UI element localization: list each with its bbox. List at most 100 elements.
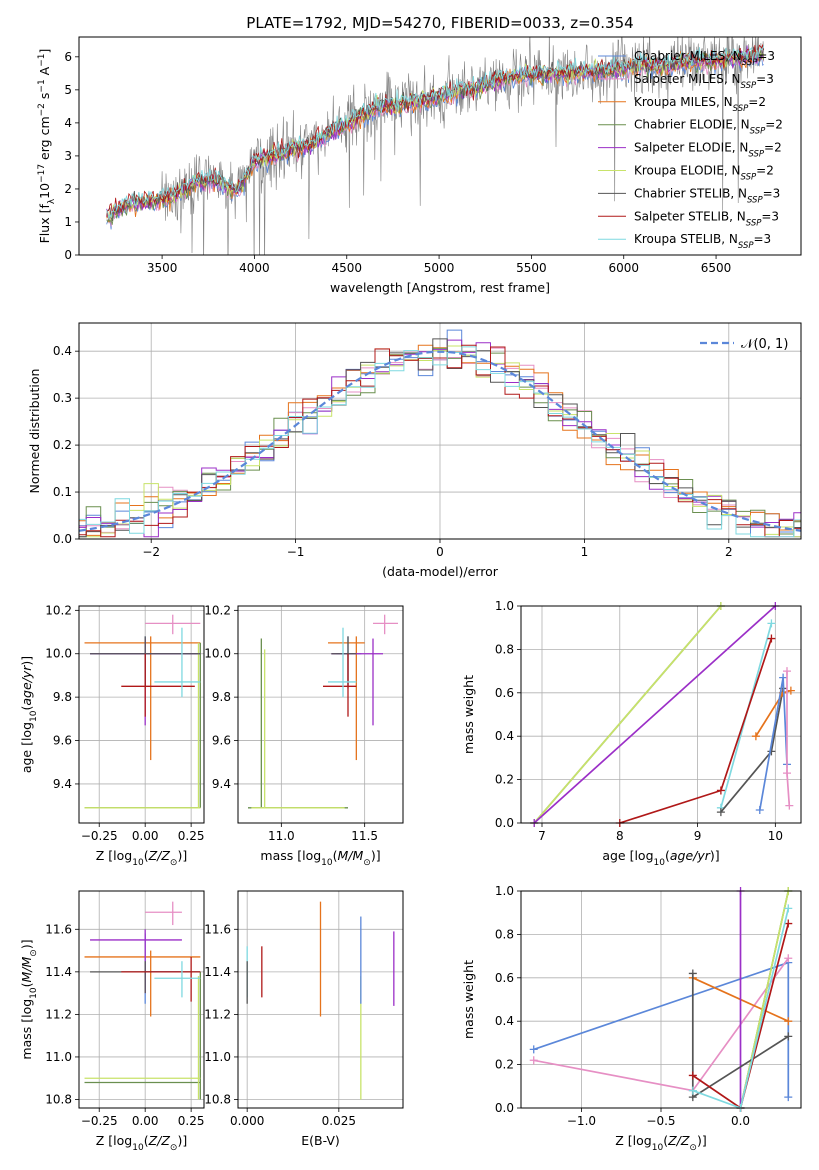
weight-marker: [785, 801, 794, 810]
errorbar-kroupa-miles: [84, 636, 201, 761]
x-tick-label: −1.0: [567, 1114, 596, 1128]
x-tick-label: 6500: [701, 261, 732, 275]
y-tick-label: 0.6: [495, 971, 514, 985]
errorbar-chabrier-stelib: [331, 636, 357, 689]
y-tick-label: 0.4: [495, 729, 514, 743]
age-weight-panel: 7 8 9 10 0.0 0.2 0.4 0.6 0.8 1.0 age [log10(age/yr…: [461, 599, 802, 868]
axes-frame: [78, 322, 802, 540]
y-tick-label: 6: [64, 50, 72, 64]
axes-frame: [237, 605, 404, 824]
x-tick-label: −0.25: [81, 829, 118, 843]
y-tick-label: 9.6: [53, 734, 72, 748]
x-tick-label: −0.5: [646, 1114, 675, 1128]
errorbar-kroupa-stelib: [154, 627, 201, 698]
weight-marker: [779, 673, 788, 682]
x-tick-label: 6000: [608, 261, 639, 275]
errorbar-salpeter-miles: [145, 614, 201, 635]
weight-marker: [529, 1056, 538, 1065]
errorbar-kroupa-elodie: [84, 976, 201, 1100]
x-tick-label: 0: [436, 545, 444, 559]
weight-marker: [784, 1093, 793, 1102]
x-axis-label: Z [log10(Z/Z⊙)]: [615, 1133, 706, 1153]
y-tick-label: 11.0: [45, 1050, 72, 1064]
errorbar-kroupa-miles: [328, 636, 365, 761]
y-tick-label: 9.8: [212, 690, 231, 704]
y-tick-label: 0.0: [53, 532, 72, 546]
weight-marker: [784, 904, 793, 913]
spectrum-plot-area: [106, 37, 765, 255]
x-tick-label: 2: [725, 545, 733, 559]
errorbar-chabrier-elodie: [248, 638, 348, 809]
y-tick-label: 0: [64, 248, 72, 262]
y-axis-label: mass weight: [461, 675, 476, 754]
x-axis-label: mass [log10(M/M⊙)]: [260, 848, 380, 868]
errorbar-chabrier-elodie: [84, 642, 201, 809]
y-tick-label: 0.3: [53, 391, 72, 405]
errorbar-salpeter-miles: [373, 614, 398, 635]
weight-marker: [786, 686, 795, 695]
y-tick-label: 10.8: [45, 1092, 72, 1106]
legend-label-salpeter-stelib: Salpeter STELIB, NSSP=3: [634, 209, 779, 228]
legend-label-chabrier-stelib: Chabrier STELIB, NSSP=3: [634, 186, 780, 205]
y-axis-label: Normed distribution: [27, 369, 42, 494]
y-tick-label: 1: [64, 215, 72, 229]
ebv-mass-plot-area: [246, 901, 395, 1100]
weight-marker: [688, 1086, 697, 1095]
y-tick-label: 2: [64, 182, 72, 196]
z-weight-panel: −1.0 −0.5 0.0 0.0 0.2 0.4 0.6 0.8 1.0 Z [log10(Z/…: [461, 884, 802, 1153]
y-tick-label: 10.0: [45, 647, 72, 661]
errorbar-kroupa-stelib: [328, 627, 357, 698]
weight-marker: [783, 769, 791, 778]
y-tick-label: 9.4: [53, 777, 72, 791]
y-tick-label: 9.6: [212, 734, 231, 748]
errorbar-salpeter-miles: [145, 901, 182, 926]
x-tick-label: 11.5: [351, 829, 378, 843]
z-age-plot-area: [84, 614, 201, 809]
mass-age-plot-area: [248, 614, 398, 809]
weight-marker: [751, 732, 760, 741]
y-tick-label: 0.6: [495, 686, 514, 700]
y-tick-label: 11.4: [204, 965, 231, 979]
weight-marker: [784, 1017, 793, 1026]
y-tick-label: 11.0: [204, 1050, 231, 1064]
x-axis-label: age [log10(age/yr)]: [602, 848, 719, 868]
weight-line-kroupa-elodie: [533, 605, 722, 824]
x-tick-label: −0.25: [81, 1114, 118, 1128]
weight-line-salpeter-stelib: [619, 638, 773, 824]
y-tick-label: 1.0: [495, 884, 514, 898]
x-tick-label: 0.000: [230, 1114, 264, 1128]
residuals-panel: −2 −1 0 1 2 0.0 0.1 0.2 0.3 0.4 (data-model)/error…: [27, 322, 802, 579]
x-tick-label: 0.25: [178, 829, 205, 843]
x-tick-label: 0.00: [132, 829, 159, 843]
y-tick-label: 0.0: [495, 1101, 514, 1115]
x-tick-label: 3500: [147, 261, 178, 275]
y-tick-label: 0.2: [495, 773, 514, 787]
y-tick-label: 0.4: [495, 1014, 514, 1028]
weight-line-salpeter-elodie: [533, 605, 776, 824]
y-tick-label: 0.8: [495, 927, 514, 941]
y-tick-label: 11.6: [45, 922, 72, 936]
z-age-panel: −0.25 0.00 0.25 9.4 9.6 9.8 10.0 10.2 Z [log10(Z…: [19, 603, 205, 868]
mass-age-panel: 11.0 11.5 9.4 9.6 9.8 10.0 10.2 mass [log10(M/M…: [204, 603, 404, 868]
y-tick-label: 3: [64, 149, 72, 163]
y-tick-label: 0.2: [53, 438, 72, 452]
y-tick-label: 5: [64, 83, 72, 97]
errorbar-kroupa-elodie: [84, 642, 201, 809]
x-tick-label: 8: [616, 829, 624, 843]
histogram-chabrier-stelib: [79, 338, 801, 538]
weight-marker: [716, 786, 725, 795]
x-tick-label: 0.00: [132, 1114, 159, 1128]
x-axis-label: E(B-V): [301, 1133, 340, 1148]
histogram-kroupa-stelib: [79, 346, 801, 538]
x-tick-label: 0.0: [731, 1114, 750, 1128]
legend-label-kroupa-miles: Kroupa MILES, NSSP=2: [634, 95, 766, 114]
weight-marker: [688, 1071, 697, 1080]
y-tick-label: 10.8: [204, 1092, 231, 1106]
y-tick-label: 4: [64, 116, 72, 130]
x-tick-label: 0.025: [322, 1114, 356, 1128]
weight-marker: [529, 1045, 538, 1054]
errorbar-kroupa-elodie: [251, 649, 345, 809]
normal-curve: [79, 350, 801, 532]
y-tick-label: 0.2: [495, 1058, 514, 1072]
